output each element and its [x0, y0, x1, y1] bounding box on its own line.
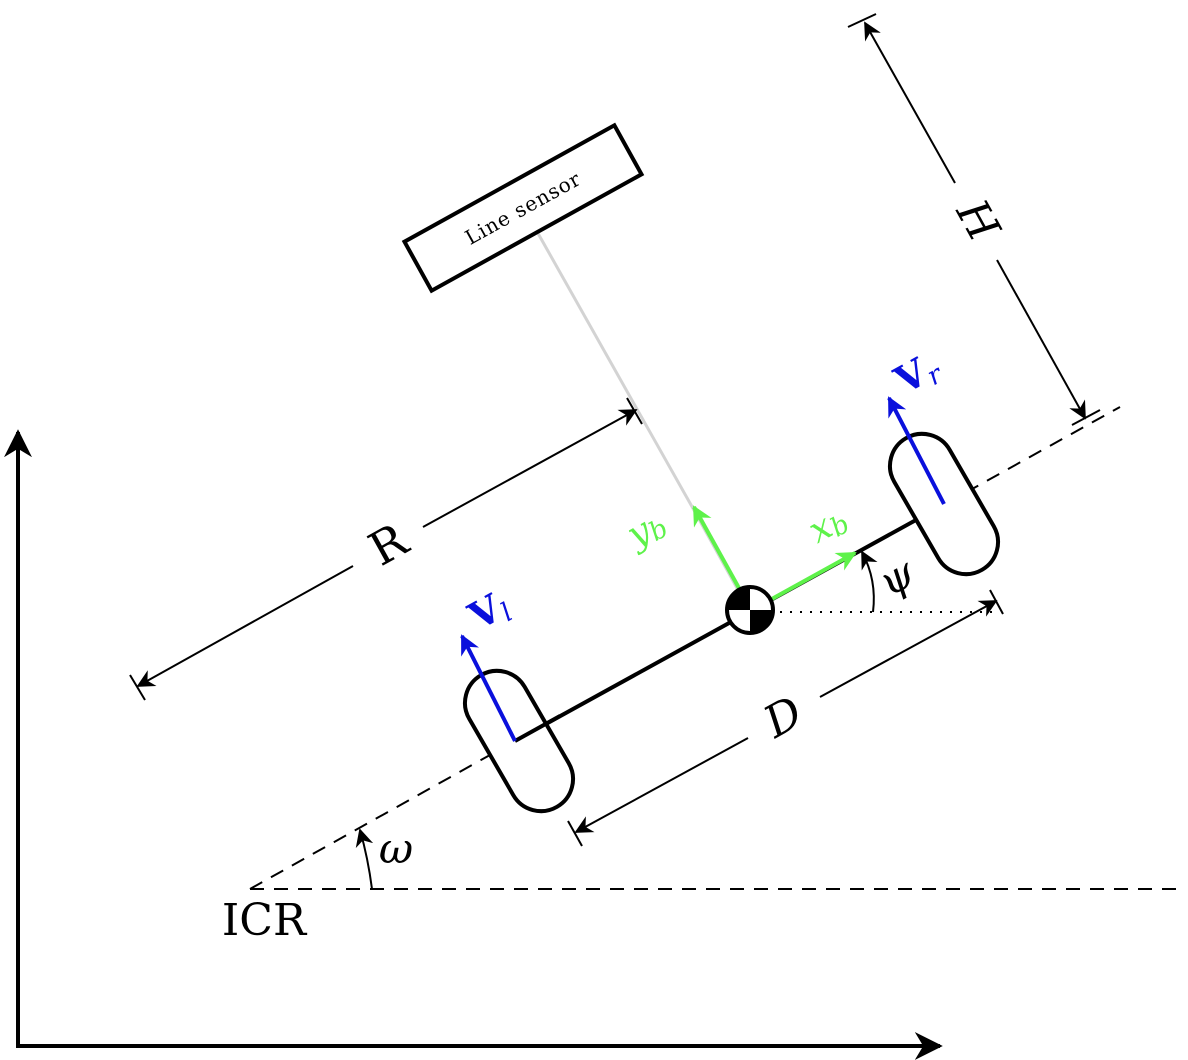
d-dimension-label: D: [755, 687, 811, 749]
d-dimension-line-lower: [574, 737, 749, 833]
r-dimension-line-upper: [422, 409, 638, 528]
omega-angle-arc: [355, 828, 374, 890]
d-dimension-tick-start: [567, 820, 583, 847]
left-axle-stub: [514, 714, 561, 743]
svg-text:yb: yb: [618, 502, 673, 559]
h-dimension-line-lower: [996, 259, 1086, 420]
psi-angle-label: ψ: [870, 547, 923, 606]
svg-text:Vl: Vl: [460, 581, 518, 643]
center-of-mass-icon: [725, 585, 775, 635]
body-x-axis-label: xb: [802, 498, 855, 554]
d-dimension-tick-end: [989, 589, 1004, 615]
left-wheel-velocity-arrow: [460, 634, 517, 742]
svg-text:xb: xb: [802, 498, 855, 554]
left-wheel-velocity-label: Vl: [460, 581, 518, 643]
h-dimension-tick-top: [847, 13, 877, 28]
svg-text:Vr: Vr: [886, 342, 949, 406]
h-dimension-tick-bottom: [1071, 409, 1101, 426]
d-dimension-line-upper: [819, 600, 998, 698]
line-sensor-box: Line sensor: [401, 122, 645, 294]
sensor-boom: [533, 227, 697, 513]
wheel-axis-extension-left: [249, 740, 516, 890]
h-dimension-label: H: [946, 191, 1010, 252]
body-y-axis-label: yb: [618, 502, 673, 559]
right-wheel-velocity-arrow: [887, 396, 946, 505]
r-dimension-label: R: [360, 512, 418, 577]
omega-angle-label: ω: [379, 824, 413, 873]
h-dimension-line-upper: [864, 21, 956, 184]
r-dimension-tick-start: [129, 674, 146, 701]
right-wheel-velocity-label: Vr: [886, 342, 949, 406]
wheel-axis-extension-right: [944, 406, 1121, 505]
r-dimension-line-lower: [136, 565, 354, 687]
psi-angle-arc: [861, 550, 878, 613]
icr-label: ICR: [222, 895, 308, 946]
